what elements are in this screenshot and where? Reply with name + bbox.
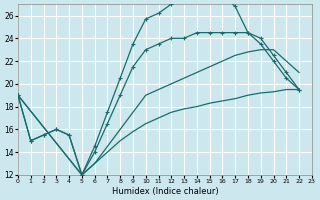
X-axis label: Humidex (Indice chaleur): Humidex (Indice chaleur) bbox=[112, 187, 218, 196]
